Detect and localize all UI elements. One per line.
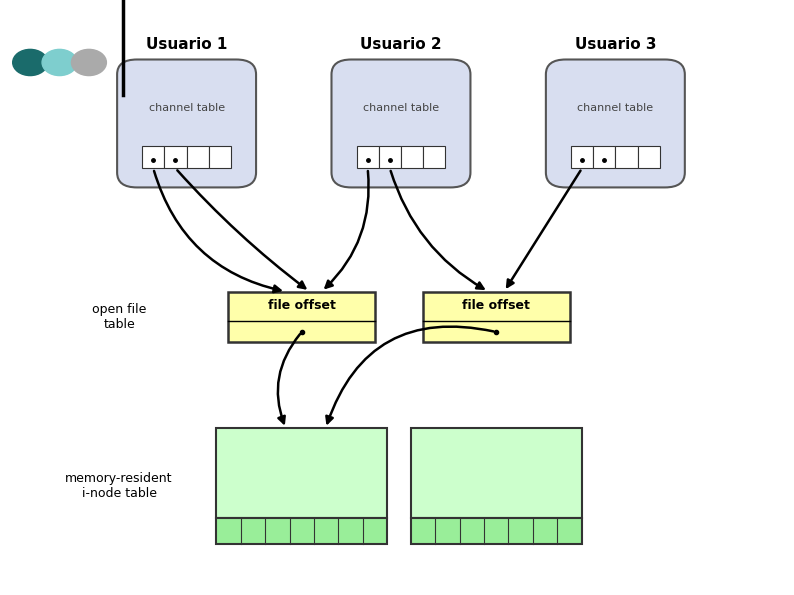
Bar [638, 146, 660, 168]
Text: Usuario 2: Usuario 2 [360, 37, 441, 52]
Bar [216, 428, 387, 518]
Text: file offset: file offset [462, 299, 530, 312]
Bar [422, 292, 570, 342]
FancyBboxPatch shape [332, 60, 470, 187]
Text: channel table: channel table [148, 103, 225, 113]
Bar [216, 518, 387, 544]
Text: open file
table: open file table [92, 303, 146, 331]
Bar [357, 146, 379, 168]
Bar [571, 146, 593, 168]
Text: channel table: channel table [363, 103, 439, 113]
Text: channel table: channel table [577, 103, 653, 113]
FancyBboxPatch shape [546, 60, 684, 187]
Bar [142, 146, 164, 168]
Bar [209, 146, 231, 168]
Bar [411, 428, 581, 518]
Bar [401, 146, 423, 168]
Bar [164, 146, 187, 168]
Circle shape [13, 49, 48, 76]
Bar [615, 146, 638, 168]
Bar [229, 292, 375, 342]
Bar [379, 146, 401, 168]
Bar [423, 146, 445, 168]
Bar [187, 146, 209, 168]
Circle shape [71, 49, 106, 76]
Text: memory-resident
i-node table: memory-resident i-node table [65, 472, 173, 500]
Bar [411, 518, 581, 544]
FancyBboxPatch shape [118, 60, 256, 187]
Text: file offset: file offset [268, 299, 336, 312]
Bar [593, 146, 615, 168]
Circle shape [42, 49, 77, 76]
Text: Usuario 3: Usuario 3 [575, 37, 656, 52]
Text: Usuario 1: Usuario 1 [146, 37, 227, 52]
